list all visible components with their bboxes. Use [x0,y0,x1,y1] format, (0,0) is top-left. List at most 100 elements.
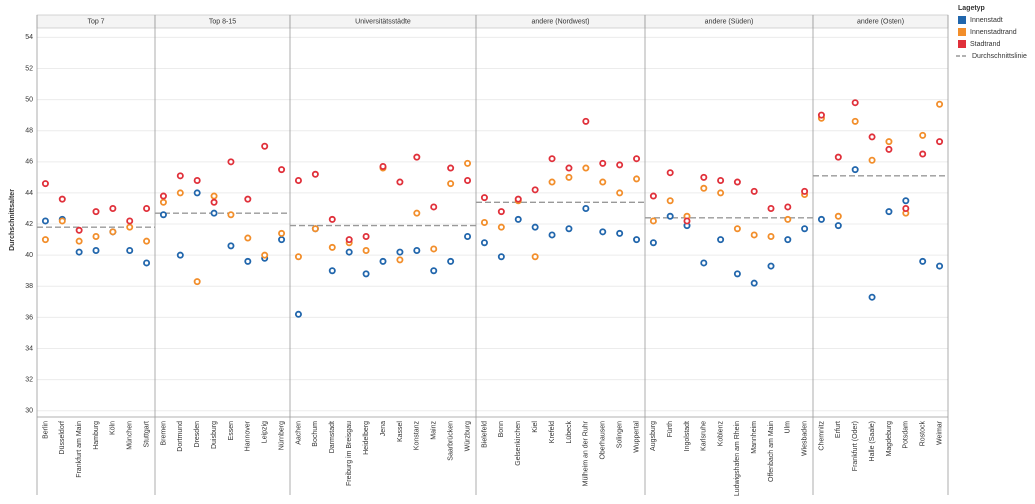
x-tick-label: Mannheim [751,421,758,454]
dot [311,225,319,233]
dot [514,215,522,223]
dot [41,217,49,225]
dot [430,267,438,275]
panel-title: Universitätsstädte [355,18,411,25]
x-tick-label: Solingen [616,421,623,448]
y-tick-label: 52 [25,65,33,72]
legend-label: Stadtrand [970,41,1000,48]
legend-swatch [958,28,966,36]
dot [126,223,134,231]
dot [531,253,539,261]
dot [733,225,741,233]
x-tick-label: Berlin [42,421,49,439]
dot [885,138,893,146]
dot [700,259,708,267]
dot [497,223,505,231]
legend-label: Innenstadt [970,17,1003,24]
dot [801,187,809,195]
x-tick-label: Saarbrücken [447,421,454,461]
dot [885,145,893,153]
dot [278,229,286,237]
x-tick-label: Kassel [397,421,404,442]
y-tick-label: 46 [25,159,33,166]
dot [464,159,472,167]
x-tick-label: Lübeck [566,421,573,444]
x-tick-label: Leipzig [262,421,269,443]
dot [464,233,472,241]
x-tick-label: Duisburg [211,421,218,449]
dot [936,138,944,146]
dot [75,226,83,234]
dot [379,162,387,170]
x-tick-label: Koblenz [717,421,724,447]
dot [176,189,184,197]
dot [261,251,269,259]
y-tick-label: 40 [25,252,33,259]
dot [328,243,336,251]
x-tick-label: Düsseldorf [59,421,66,455]
dot [328,215,336,223]
dot [447,257,455,265]
dot [92,233,100,241]
dot [159,211,167,219]
dot [666,212,674,220]
dot [784,203,792,211]
dot [41,236,49,244]
dot [717,176,725,184]
dot [396,248,404,256]
dot [362,233,370,241]
x-tick-label: Halle (Saale) [869,421,876,461]
dot [834,212,842,220]
dot [817,215,825,223]
dot [633,175,641,183]
dot [480,194,488,202]
y-tick-label: 34 [25,345,33,352]
dot [464,176,472,184]
x-tick-label: Gelsenkirchen [515,421,522,466]
x-tick-label: Bielefeld [481,421,488,448]
dot [58,217,66,225]
dot [261,142,269,150]
dot [902,204,910,212]
x-tick-label: Mainz [431,421,438,440]
dot [851,166,859,174]
dot [75,237,83,245]
dot [784,215,792,223]
dot [413,209,421,217]
x-tick-label: Konstanz [414,421,421,451]
dot [75,248,83,256]
x-tick-label: Dortmund [177,421,184,452]
dot [733,270,741,278]
y-tick-label: 36 [25,314,33,321]
dot [717,189,725,197]
dot [936,100,944,108]
dot [750,187,758,195]
dot [379,257,387,265]
dot [851,99,859,107]
x-tick-label: Offenbach am Main [768,421,775,482]
dot [750,279,758,287]
dot [868,293,876,301]
dot [616,161,624,169]
dot [143,204,151,212]
x-tick-label: Wiesbaden [801,421,808,456]
dot [497,208,505,216]
panel-title: Top 8-15 [209,18,236,25]
dot [565,173,573,181]
y-tick-label: 38 [25,283,33,290]
dot [700,184,708,192]
y-tick-label: 32 [25,376,33,383]
dot [210,192,218,200]
x-tick-label: Fürth [667,421,674,437]
dot [176,172,184,180]
x-tick-label: Kiel [532,421,539,433]
dot [362,270,370,278]
dot [784,236,792,244]
dot [227,242,235,250]
dot [616,229,624,237]
dot [548,231,556,239]
dot [278,236,286,244]
dot [834,222,842,230]
dot [143,259,151,267]
